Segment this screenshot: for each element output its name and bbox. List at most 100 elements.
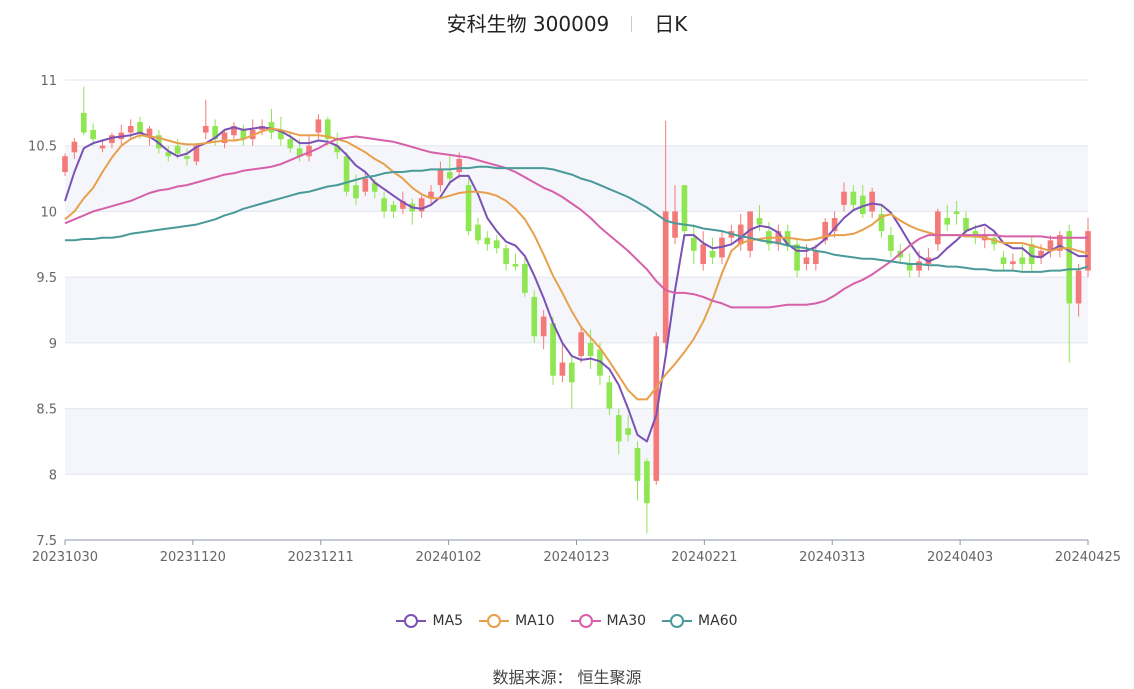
candle-down xyxy=(212,126,218,140)
candle-up xyxy=(662,211,669,343)
candle-down xyxy=(296,148,303,157)
legend-label: MA10 xyxy=(515,613,555,629)
candle-down xyxy=(859,195,866,215)
ma-line-ma5 xyxy=(64,126,1088,443)
candle-down xyxy=(503,248,509,264)
candle-up xyxy=(916,261,922,271)
candle-up xyxy=(1075,270,1082,304)
y-tick-label: 8.5 xyxy=(36,403,57,418)
candle-down xyxy=(493,240,500,249)
candle-up xyxy=(831,218,838,232)
legend-label: MA5 xyxy=(432,613,464,629)
candle-down xyxy=(80,112,87,133)
x-tick-label: 20240102 xyxy=(416,550,482,565)
candle-down xyxy=(634,448,641,481)
candle-down xyxy=(390,204,397,212)
candle-up xyxy=(803,257,810,264)
grid-band xyxy=(65,145,1088,212)
candle-up xyxy=(62,156,68,172)
candle-down xyxy=(381,198,387,212)
candle-down xyxy=(287,139,294,149)
candle-down xyxy=(1028,244,1035,264)
legend-line-icon xyxy=(396,614,427,628)
candle-down xyxy=(1019,257,1026,264)
legend-item-ma5[interactable]: MA5 xyxy=(396,613,463,629)
candle-up xyxy=(362,178,369,192)
candle-up xyxy=(99,145,106,149)
grid-band xyxy=(65,408,1088,475)
candle-down xyxy=(156,135,162,149)
candle-up xyxy=(540,316,547,337)
candle-down xyxy=(484,237,491,245)
legend-line-icon xyxy=(570,614,601,628)
candle-up xyxy=(456,158,462,172)
x-tick-label: 20240313 xyxy=(799,550,865,565)
candle-up xyxy=(700,244,707,264)
candle-up xyxy=(221,132,228,144)
y-tick-label: 10 xyxy=(40,205,57,220)
candle-down xyxy=(878,214,885,232)
legend-item-ma30[interactable]: MA30 xyxy=(570,613,646,629)
candle-up xyxy=(1047,240,1054,251)
candle-down xyxy=(756,218,763,225)
candle-up xyxy=(869,191,875,212)
candle-down xyxy=(888,235,894,251)
candle-up xyxy=(559,362,566,376)
candle-down xyxy=(691,237,697,251)
candle-up xyxy=(400,200,406,209)
candle-down xyxy=(343,156,350,192)
y-tick-label: 7.5 xyxy=(36,534,57,549)
period-label: 日K xyxy=(654,12,688,36)
candle-up xyxy=(146,128,153,138)
y-tick-label: 9.5 xyxy=(36,271,57,286)
candle-down xyxy=(240,129,247,140)
candle-down xyxy=(794,244,800,271)
candle-down xyxy=(550,323,556,376)
x-tick-label: 20231120 xyxy=(160,550,226,565)
y-tick-label: 11 xyxy=(40,74,57,89)
candle-down xyxy=(512,264,519,267)
candle-up xyxy=(428,191,434,199)
x-tick-label: 20240221 xyxy=(671,550,737,565)
candle-down xyxy=(184,156,190,159)
candle-down xyxy=(850,191,857,205)
candle-down xyxy=(475,224,481,241)
candle-up xyxy=(315,119,322,133)
candle-up xyxy=(813,250,819,264)
candle-down xyxy=(709,250,716,258)
candle-up xyxy=(935,211,941,245)
candle-down xyxy=(681,185,688,232)
data-source: 数据来源： 恒生聚源 xyxy=(492,668,642,687)
candle-up xyxy=(578,332,585,356)
y-tick-label: 8 xyxy=(49,468,57,483)
ma-line-ma30 xyxy=(64,135,1088,309)
candle-down xyxy=(625,428,631,435)
candle-up xyxy=(202,126,209,133)
candle-up xyxy=(437,169,444,186)
stock-name: 安科生物 300009 xyxy=(446,12,610,36)
candle-down xyxy=(531,296,538,337)
candle-up xyxy=(193,145,200,162)
candle-up xyxy=(841,191,847,205)
legend-item-ma60[interactable]: MA60 xyxy=(662,613,738,629)
candle-down xyxy=(278,129,284,140)
candle-down xyxy=(465,185,472,232)
candle-down xyxy=(953,211,960,215)
candle-up xyxy=(653,336,660,481)
candle-down xyxy=(906,264,913,271)
candlestick-chart: 7.5 8 8.5 9 9.5 10 10.5 11 20231030 20231120 20231… xyxy=(28,74,1121,565)
candle-down xyxy=(165,152,172,157)
y-tick-label: 9 xyxy=(49,337,57,352)
candle-up xyxy=(306,145,312,157)
grid-band xyxy=(65,277,1088,343)
candle-down xyxy=(615,415,622,442)
candle-down xyxy=(568,362,575,383)
candle-down xyxy=(522,264,528,293)
candle-up xyxy=(1085,231,1091,271)
x-tick-label: 20240425 xyxy=(1055,550,1121,565)
candle-up xyxy=(1010,261,1016,264)
legend-item-ma10[interactable]: MA10 xyxy=(479,613,555,629)
candle-up xyxy=(672,211,678,238)
ma-line-ma60 xyxy=(65,165,1089,273)
candle-down xyxy=(446,172,453,179)
